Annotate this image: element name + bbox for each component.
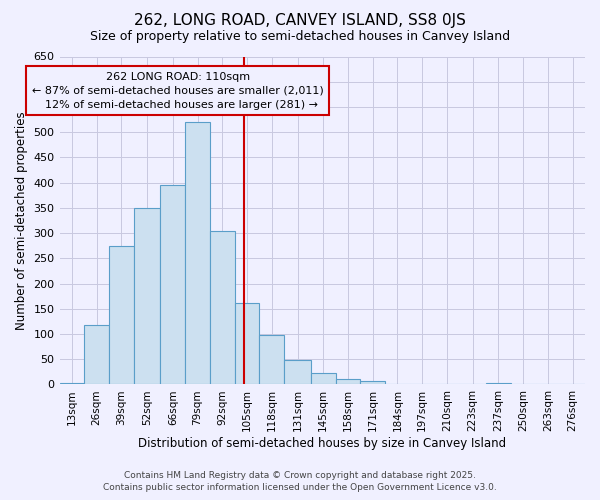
Bar [210, 230, 235, 384]
Bar [259, 335, 284, 384]
X-axis label: Distribution of semi-detached houses by size in Canvey Island: Distribution of semi-detached houses by … [138, 437, 506, 450]
Bar [361, 382, 385, 384]
Bar [311, 374, 335, 384]
Text: 262 LONG ROAD: 110sqm  
← 87% of semi-detached houses are smaller (2,011)
  12% : 262 LONG ROAD: 110sqm ← 87% of semi-deta… [32, 72, 323, 110]
Text: Contains HM Land Registry data © Crown copyright and database right 2025.
Contai: Contains HM Land Registry data © Crown c… [103, 471, 497, 492]
Bar [134, 208, 160, 384]
Bar [335, 380, 361, 384]
Bar [160, 185, 185, 384]
Text: Size of property relative to semi-detached houses in Canvey Island: Size of property relative to semi-detach… [90, 30, 510, 43]
Bar [284, 360, 311, 384]
Bar [84, 325, 109, 384]
Bar [109, 246, 134, 384]
Bar [185, 122, 210, 384]
Bar [235, 302, 259, 384]
Text: 262, LONG ROAD, CANVEY ISLAND, SS8 0JS: 262, LONG ROAD, CANVEY ISLAND, SS8 0JS [134, 12, 466, 28]
Y-axis label: Number of semi-detached properties: Number of semi-detached properties [15, 111, 28, 330]
